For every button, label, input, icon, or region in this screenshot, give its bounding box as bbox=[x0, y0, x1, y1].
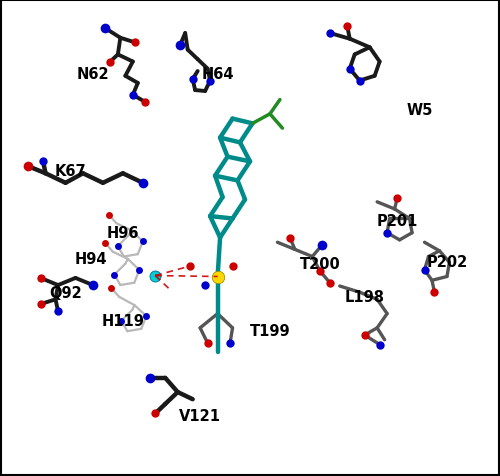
Text: N62: N62 bbox=[76, 67, 109, 82]
Text: P202: P202 bbox=[426, 254, 468, 269]
Text: Q92: Q92 bbox=[49, 285, 82, 300]
Text: P201: P201 bbox=[376, 214, 418, 229]
Text: W5: W5 bbox=[406, 102, 432, 118]
Text: V121: V121 bbox=[179, 408, 221, 424]
Text: T200: T200 bbox=[300, 257, 340, 272]
Text: L198: L198 bbox=[344, 290, 385, 305]
Text: H96: H96 bbox=[106, 226, 139, 241]
Text: H119: H119 bbox=[102, 314, 144, 328]
Text: H64: H64 bbox=[202, 67, 234, 82]
Text: T199: T199 bbox=[250, 323, 290, 338]
Text: K67: K67 bbox=[54, 164, 86, 179]
Text: H94: H94 bbox=[74, 252, 106, 267]
